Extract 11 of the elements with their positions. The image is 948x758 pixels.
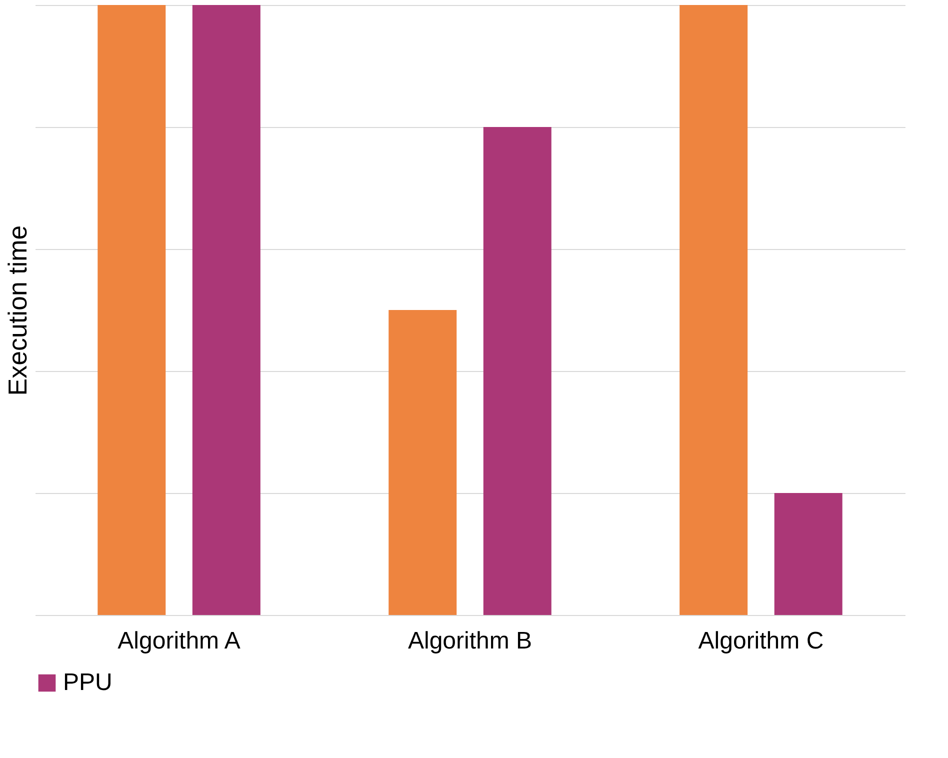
x-tick-label: Algorithm C — [698, 628, 824, 654]
legend-label: PPU — [63, 669, 112, 696]
x-tick-label: Algorithm A — [118, 628, 240, 654]
bar — [483, 127, 552, 615]
bar — [388, 310, 457, 615]
x-tick-label: Algorithm B — [408, 628, 532, 654]
bar — [192, 5, 260, 615]
bar — [774, 493, 842, 615]
bar — [98, 5, 166, 615]
bar — [680, 5, 748, 615]
y-axis-title: Execution time — [2, 225, 32, 396]
